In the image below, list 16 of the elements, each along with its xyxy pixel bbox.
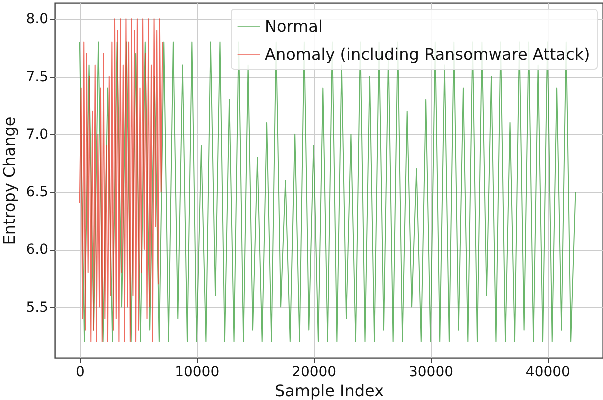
x-axis-title: Sample Index: [274, 382, 384, 400]
x-tick-label: 0: [76, 364, 85, 380]
y-tick-label: 6.0: [26, 242, 48, 258]
y-axis-title: Entropy Change: [0, 116, 20, 246]
y-tick-label: 6.5: [26, 184, 48, 201]
y-tick-label: 7.0: [26, 126, 48, 143]
legend-label: Anomaly (including Ransomware Attack): [265, 45, 590, 64]
y-tick-label: 8.0: [26, 12, 48, 28]
line-series: [79, 18, 164, 342]
x-tick-label: 10000: [175, 364, 220, 380]
y-tick-label: 7.5: [26, 69, 48, 86]
y-tick-label: 5.5: [26, 300, 48, 316]
x-tick-label: 20000: [292, 364, 337, 380]
x-tick-label: 30000: [408, 364, 454, 380]
x-tick-label: 40000: [526, 364, 570, 380]
legend-label: Normal: [265, 17, 323, 36]
